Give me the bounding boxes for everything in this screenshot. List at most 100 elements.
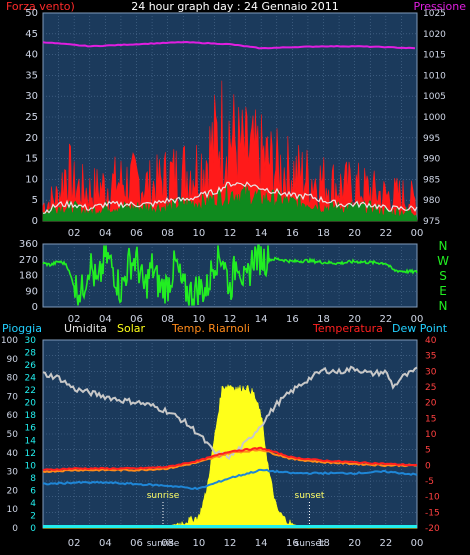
compass-letter: E [439, 284, 447, 298]
wind-x-tick: 20 [348, 228, 361, 239]
compass-letter: N [439, 239, 448, 253]
dew-point-legend: Dew Point [392, 322, 448, 335]
apparent-temp-line [42, 448, 418, 474]
humidity-legend: Umidita [64, 322, 107, 335]
pressure-y-tick: 1020 [423, 30, 446, 40]
temperature-x-tick: 22 [379, 538, 392, 549]
humidity-y-tick: 20 [7, 486, 19, 496]
humidity-y-tick: 0 [12, 524, 18, 534]
rain-y-tick: 28 [25, 349, 37, 359]
wind-y-tick: 10 [25, 174, 38, 185]
direction-x-tick: 10 [192, 314, 205, 325]
wind-y-tick: 30 [25, 91, 38, 102]
wind-x-tick: 08 [161, 228, 174, 239]
wind-x-tick: 06 [130, 228, 143, 239]
wind-x-tick: 10 [192, 228, 205, 239]
direction-y-tick: 180 [19, 271, 38, 282]
pressure-y-tick: 990 [423, 155, 440, 165]
wind-x-tick: 02 [68, 228, 81, 239]
wind-y-tick: 5 [32, 195, 38, 206]
humidity-y-tick: 10 [7, 505, 19, 515]
direction-y-tick: 270 [19, 255, 38, 266]
pressure-y-tick: 975 [423, 217, 440, 227]
temperature-y-tick: 35 [425, 352, 436, 362]
rain-y-tick: 10 [25, 461, 37, 471]
wind-x-tick: 14 [255, 228, 268, 239]
sunset-x-label: sunset [295, 539, 325, 549]
humidity-y-tick: 80 [7, 374, 19, 384]
rain-y-tick: 12 [25, 449, 36, 459]
temperature-line [42, 446, 418, 472]
temperature-y-tick: -15 [425, 508, 440, 518]
humidity-y-tick: 30 [7, 468, 19, 478]
pressure-y-tick: 1010 [423, 71, 446, 81]
direction-x-tick: 02 [68, 314, 81, 325]
rain-y-tick: 8 [30, 474, 36, 484]
humidity-line [42, 365, 418, 461]
humidity-y-tick: 90 [7, 355, 19, 365]
compass-letter: W [437, 254, 449, 268]
rain-y-tick: 16 [25, 424, 37, 434]
pressure-y-tick: 1015 [423, 51, 446, 61]
direction-x-tick: 04 [99, 314, 112, 325]
direction-y-tick: 0 [32, 302, 38, 313]
rain-legend: Pioggia [2, 322, 42, 335]
temperature-x-tick: 02 [68, 538, 81, 549]
rain-y-tick: 26 [25, 361, 37, 371]
temperature-y-tick: -10 [425, 493, 440, 503]
rain-y-tick: 6 [30, 486, 36, 496]
humidity-y-tick: 70 [7, 392, 19, 402]
wind-x-tick: 16 [286, 228, 299, 239]
pressure-y-tick: 985 [423, 175, 440, 185]
wind-y-tick: 15 [25, 154, 38, 165]
wind-y-tick: 0 [32, 216, 38, 227]
temperature-y-tick: 10 [425, 430, 437, 440]
temperature-y-tick: 15 [425, 414, 436, 424]
pressure-y-tick: 1005 [423, 92, 446, 102]
rain-y-tick: 20 [25, 399, 37, 409]
direction-x-tick: 16 [286, 314, 299, 325]
direction-x-tick: 00 [411, 314, 424, 325]
temperature-y-tick: 0 [425, 461, 431, 471]
temperature-x-tick: 06 [130, 538, 143, 549]
wind-direction-line [42, 244, 418, 306]
rain-y-tick: 30 [25, 336, 37, 346]
direction-x-tick: 20 [348, 314, 361, 325]
temperature-y-tick: 30 [425, 367, 437, 377]
rain-bar [43, 525, 417, 528]
pressure-axis-label: Pressione [414, 0, 467, 13]
temperature-x-tick: 14 [255, 538, 268, 549]
wind-x-tick: 12 [224, 228, 237, 239]
direction-x-tick: 06 [130, 314, 143, 325]
humidity-y-tick: 60 [7, 411, 19, 421]
solar-legend: Solar [117, 322, 146, 335]
compass-letter: S [439, 269, 447, 283]
temperature-y-tick: -20 [425, 524, 440, 534]
temperature-x-tick: 16 [286, 538, 299, 549]
pressure-y-tick: 995 [423, 134, 440, 144]
rain-y-tick: 24 [25, 374, 37, 384]
temperature-y-tick: -5 [425, 477, 434, 487]
wind-x-tick: 18 [317, 228, 330, 239]
compass-letter: N [439, 299, 448, 313]
temperature-x-tick: 08 [161, 538, 174, 549]
wind-gust-area [42, 80, 418, 222]
direction-y-tick: 90 [25, 286, 38, 297]
wind-y-tick: 25 [25, 112, 38, 123]
temperature-y-tick: 25 [425, 383, 436, 393]
temperature-x-tick: 10 [192, 538, 205, 549]
pressure-line [42, 40, 416, 50]
sunrise-label: sunrise [147, 491, 180, 501]
dew-point-line [42, 468, 418, 491]
humidity-y-tick: 40 [7, 449, 19, 459]
apparent-temp-legend: Temp. Riarnoli [171, 322, 250, 335]
wind-x-tick: 22 [379, 228, 392, 239]
temperature-x-tick: 12 [224, 538, 237, 549]
wind-y-tick: 45 [25, 29, 38, 40]
direction-x-tick: 08 [161, 314, 174, 325]
temperature-x-tick: 04 [99, 538, 112, 549]
wind-y-tick: 20 [25, 133, 38, 144]
sunset-label: sunset [295, 491, 325, 501]
pressure-y-tick: 1025 [423, 9, 446, 19]
